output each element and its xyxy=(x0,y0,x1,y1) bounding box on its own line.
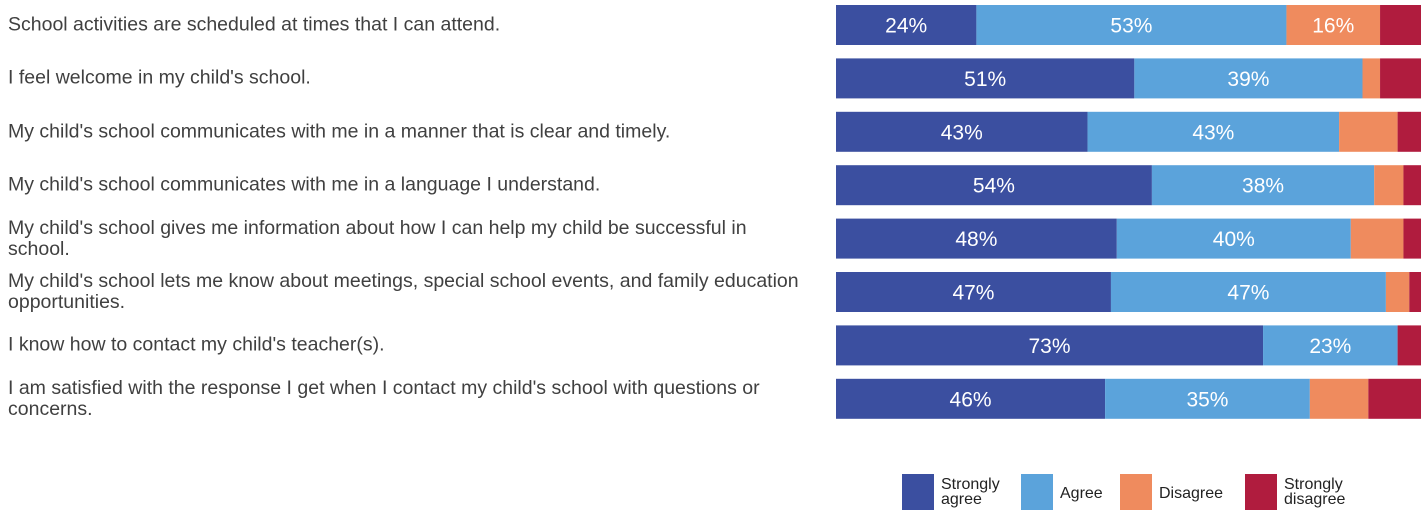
bar-segment-agree xyxy=(1134,58,1363,99)
legend-swatch xyxy=(1120,474,1152,510)
bar-segment-strongly-disagree xyxy=(1397,111,1421,152)
bar-segment-strongly-agree xyxy=(836,272,1111,312)
category-label: My child's school communicates with me i… xyxy=(8,120,671,143)
category-label: I know how to contact my child's teacher… xyxy=(8,333,385,356)
bar-segment-strongly-disagree xyxy=(1368,378,1421,419)
legend-swatch xyxy=(1245,474,1277,510)
bar-value-label: 47% xyxy=(1227,282,1269,305)
bar-value-label: 47% xyxy=(952,282,994,305)
category-label: My child's school communicates with me i… xyxy=(8,173,601,196)
bar-segment-disagree xyxy=(1362,58,1381,99)
bar-value-label: 39% xyxy=(1227,68,1269,91)
bar-segment-strongly-disagree xyxy=(1380,58,1421,99)
legend-swatch xyxy=(902,474,934,510)
legend-label: agree xyxy=(941,491,982,508)
bar-value-label: 24% xyxy=(885,15,927,38)
bar-segment-strongly-disagree xyxy=(1380,5,1421,45)
bar-value-label: 38% xyxy=(1242,175,1284,198)
bar-value-label: 54% xyxy=(973,175,1015,198)
bar-segment-strongly-agree xyxy=(836,5,977,45)
bar-segment-disagree xyxy=(1339,111,1398,152)
legend-swatch xyxy=(1021,474,1053,510)
bar-segment-agree xyxy=(1087,111,1340,152)
bar-value-label: 73% xyxy=(1029,335,1071,358)
bar-segment-agree xyxy=(1151,165,1375,206)
legend-label: Disagree xyxy=(1159,485,1223,502)
bar-segment-disagree xyxy=(1350,218,1404,259)
bar-segment-disagree xyxy=(1374,165,1404,206)
bar-segment-disagree xyxy=(1309,378,1369,419)
category-label: School activities are scheduled at times… xyxy=(8,13,501,36)
bar-value-label: 53% xyxy=(1110,15,1152,38)
legend-label: Strongly xyxy=(941,476,1000,493)
legend-label: disagree xyxy=(1284,491,1345,508)
bar-segment-agree xyxy=(1105,378,1310,419)
category-label: I am satisfied with the response I get w… xyxy=(8,376,760,420)
bar-value-label: 46% xyxy=(950,388,992,411)
bar-segment-strongly-agree xyxy=(836,165,1152,206)
bar-value-label: 48% xyxy=(955,228,997,251)
bar-value-label: 43% xyxy=(1192,121,1234,144)
legend-label: Agree xyxy=(1060,485,1103,502)
category-label: I feel welcome in my child's school. xyxy=(8,66,311,89)
category-label: My child's school gives me information a… xyxy=(8,216,747,260)
bar-segment-agree xyxy=(976,5,1287,45)
bar-segment-disagree xyxy=(1286,5,1381,45)
bar-value-label: 23% xyxy=(1309,335,1351,358)
bar-value-label: 16% xyxy=(1312,15,1354,38)
bar-segment-agree xyxy=(1263,325,1398,366)
bar-value-label: 51% xyxy=(964,68,1006,91)
bar-segment-agree xyxy=(1116,218,1351,259)
bar-segment-strongly-disagree xyxy=(1397,325,1421,366)
bar-segment-strongly-disagree xyxy=(1409,272,1421,312)
bar-segment-strongly-agree xyxy=(836,378,1106,419)
bar-value-label: 40% xyxy=(1213,228,1255,251)
bar-segment-agree xyxy=(1110,272,1386,312)
bar-segment-strongly-disagree xyxy=(1403,218,1421,259)
category-label: My child's school lets me know about mee… xyxy=(8,270,799,313)
bar-value-label: 35% xyxy=(1186,388,1228,411)
bar-segment-strongly-disagree xyxy=(1403,165,1421,206)
bar-segment-strongly-agree xyxy=(836,58,1135,99)
bar-segment-disagree xyxy=(1385,272,1410,312)
legend-label: Strongly xyxy=(1284,476,1343,493)
bar-segment-strongly-agree xyxy=(836,111,1088,152)
bar-value-label: 43% xyxy=(941,121,983,144)
bar-segment-strongly-agree xyxy=(836,325,1264,366)
bar-segment-strongly-agree xyxy=(836,218,1117,259)
